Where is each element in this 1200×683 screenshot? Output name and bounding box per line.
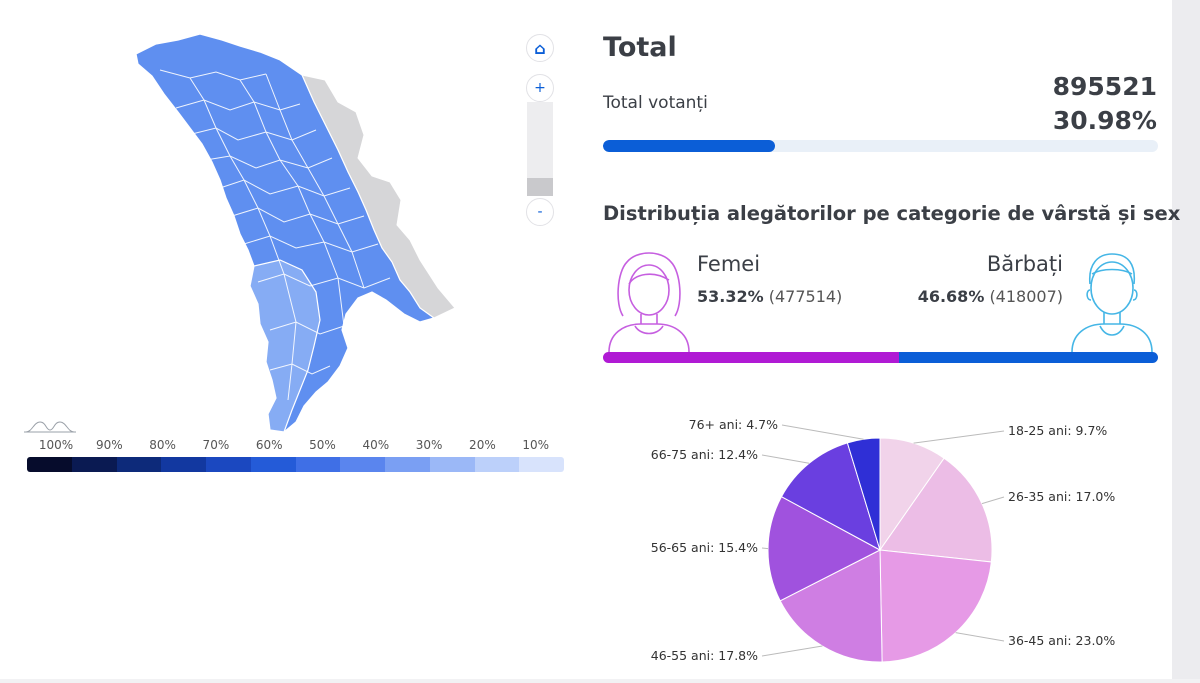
page-title: Total [603, 32, 677, 63]
female-count: (477514) [768, 287, 843, 306]
gender-split-bar [603, 352, 1158, 363]
legend-label: 100% [38, 438, 74, 452]
home-icon: ⌂ [534, 38, 546, 58]
male-stats: 46.68% (418007) [918, 287, 1063, 306]
moldova-map[interactable] [120, 30, 480, 440]
legend-labels: 100% 90% 80% 70% 60% 50% 40% 30% 20% 10% [28, 438, 564, 454]
legend-color-step [161, 457, 206, 472]
plus-icon: + [534, 80, 546, 96]
pie-chart-svg: 18-25 ani: 9.7% 26-35 ani: 17.0% 36-45 ani… [651, 417, 1116, 663]
female-percent: 53.32% [697, 287, 764, 306]
legend-color-scale [27, 457, 564, 472]
legend-color-step [116, 457, 162, 472]
minus-icon: - [537, 204, 543, 220]
legend-color-step [519, 457, 564, 472]
pie-slice-label: 46-55 ani: 17.8% [651, 648, 758, 663]
legend-color-step [250, 457, 296, 472]
pie-leader-line [913, 430, 1005, 444]
page-scroll-gutter [1172, 0, 1200, 679]
legend-color-step [474, 457, 520, 472]
legend-color-step [429, 457, 475, 472]
legend-histogram-icon [24, 421, 76, 433]
pie-slice[interactable] [767, 495, 882, 602]
female-stats: 53.32% (477514) [697, 287, 842, 306]
pie-slice-label: 26-35 ani: 17.0% [1008, 489, 1115, 504]
pie-leader-line [781, 424, 864, 440]
legend-color-step [71, 457, 117, 472]
pie-leader-line [761, 547, 769, 550]
male-count: (418007) [989, 287, 1063, 306]
legend-color-step [340, 457, 385, 472]
turnout-progress-fill [603, 140, 775, 152]
zoom-out-button[interactable]: - [526, 198, 554, 226]
legend-label: 90% [95, 438, 123, 452]
map-region-south[interactable] [249, 259, 321, 433]
pie-slice[interactable] [879, 457, 993, 563]
pie-slice-label: 36-45 ani: 23.0% [1008, 633, 1115, 648]
gender-bar-male [898, 352, 1158, 363]
male-percent: 46.68% [917, 287, 985, 306]
pie-slice[interactable] [779, 549, 883, 663]
pie-leader-line [955, 632, 1005, 642]
pie-slice-label: 76+ ani: 4.7% [689, 417, 778, 432]
gender-bar-female [603, 352, 899, 363]
distribution-title: Distribuția alegătorilor pe categorie de… [603, 202, 1181, 225]
pie-slice[interactable] [879, 549, 992, 663]
female-label: Femei [697, 252, 761, 276]
zoom-slider-thumb[interactable] [527, 178, 553, 196]
legend-label: 70% [202, 438, 230, 452]
female-avatar-icon [608, 252, 690, 352]
zoom-slider[interactable] [527, 102, 553, 196]
male-label: Bărbați [986, 252, 1063, 276]
legend-label: 80% [149, 438, 176, 452]
map-home-button[interactable]: ⌂ [526, 34, 554, 62]
legend-label: 50% [309, 438, 336, 452]
legend-label: 40% [362, 438, 390, 452]
pie-leader-line [761, 454, 810, 464]
pie-slice-label: 56-65 ani: 15.4% [651, 540, 758, 555]
map-district-borders [159, 69, 391, 401]
total-voters-count: 895521 [1052, 72, 1157, 101]
legend-label: 10% [522, 438, 550, 452]
legend-label: 20% [469, 438, 496, 452]
pie-leader-line [981, 496, 1005, 505]
pie-leader-line [761, 645, 823, 657]
age-distribution-pie-chart: 18-25 ani: 9.7% 26-35 ani: 17.0% 36-45 ani… [600, 405, 1172, 679]
total-voters-percent: 30.98% [1052, 106, 1157, 135]
turnout-progress-bar [603, 140, 1158, 152]
pie-slice-label: 66-75 ani: 12.4% [651, 447, 758, 462]
zoom-in-button[interactable]: + [526, 74, 554, 102]
legend-color-step [295, 457, 341, 472]
pie-slice-label: 18-25 ani: 9.7% [1008, 423, 1107, 438]
map-country-body[interactable] [135, 33, 436, 433]
legend-color-step [206, 457, 251, 472]
legend-label: 60% [255, 438, 283, 452]
legend-label: 30% [415, 438, 443, 452]
pie-slice[interactable] [846, 437, 881, 551]
total-voters-label: Total votanți [603, 93, 708, 113]
male-avatar-icon [1071, 253, 1153, 352]
legend-color-step [27, 457, 72, 472]
legend-color-step [385, 457, 430, 472]
